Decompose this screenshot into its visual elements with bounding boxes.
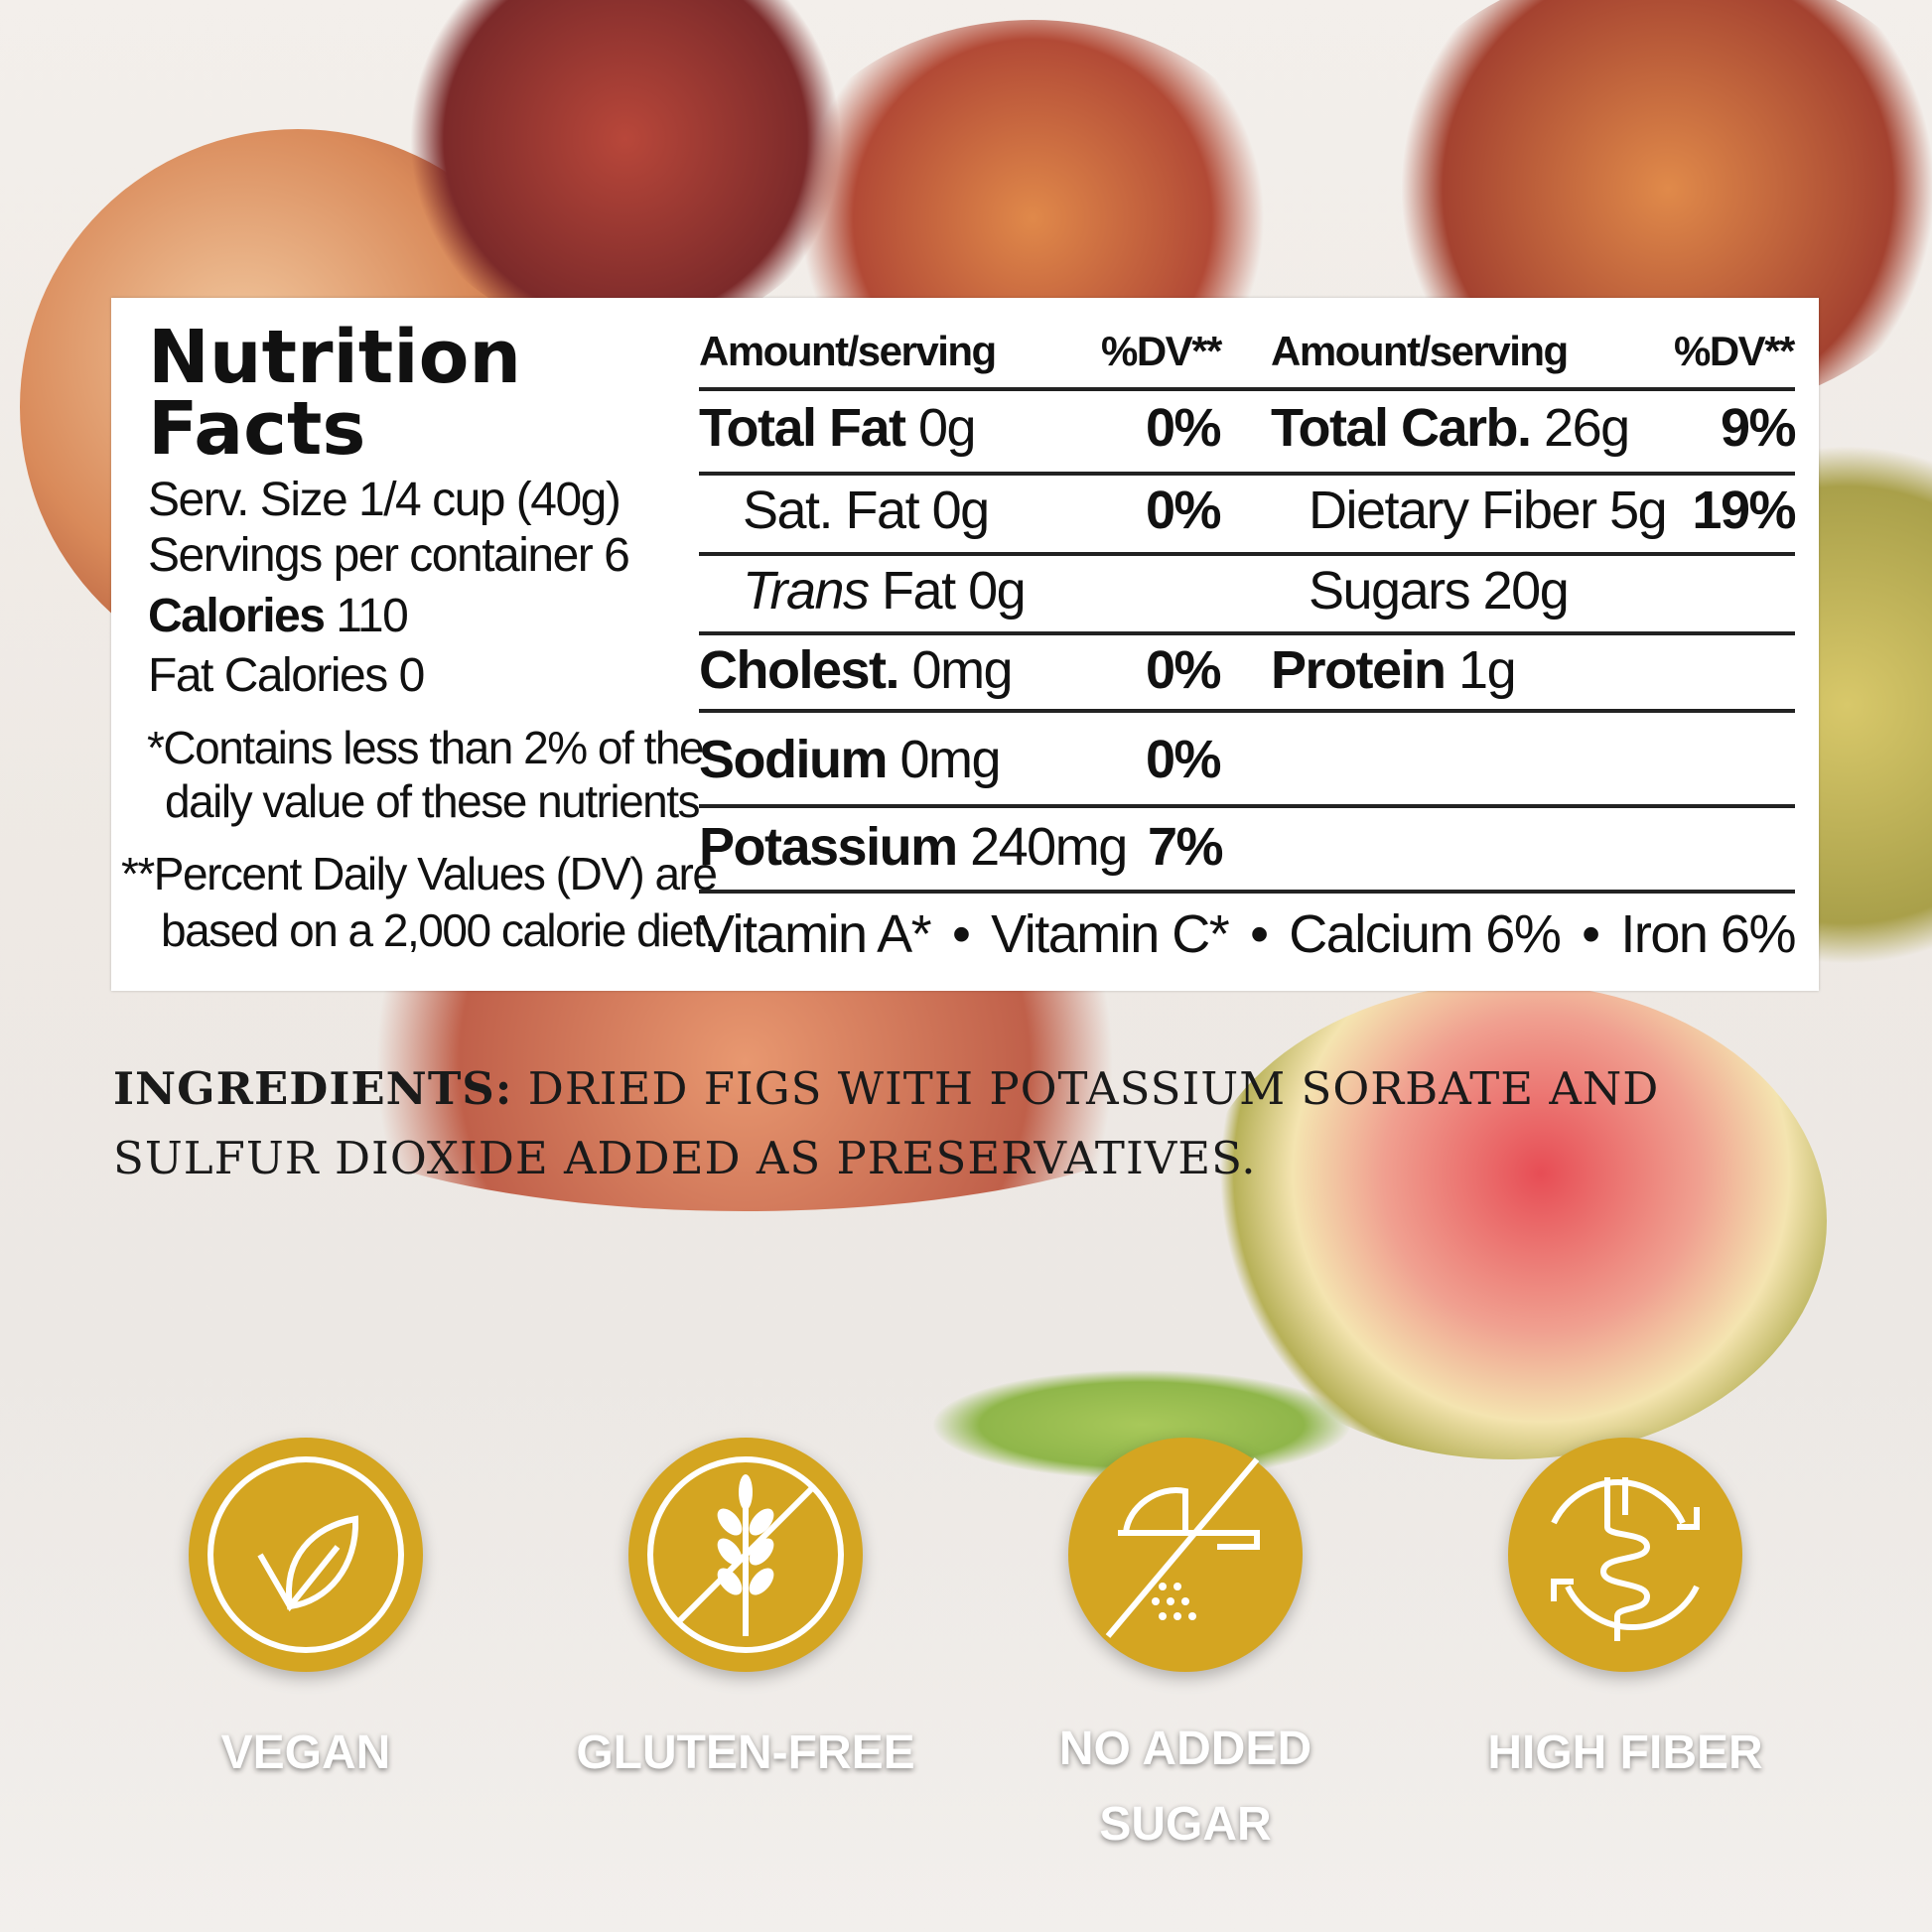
divider [699,472,1795,476]
dv-sodium: 0% [1146,730,1222,789]
footnote-2a: **Percent Daily Values (DV) are [121,848,718,899]
calories-label: Calories [148,590,326,642]
footnote-1b: daily value of these nutrients [165,775,701,827]
vitamin-a: Vitamin A* [699,904,932,964]
amount: 240mg [970,817,1128,877]
vegan-label: VEGAN [220,1726,391,1779]
amount: 0g [931,481,991,540]
label: Total Fat [699,398,906,458]
label: Trans [743,561,870,621]
divider [699,890,1795,894]
sugar-crossed-icon [1105,1457,1260,1638]
fig-half-image [1191,983,1827,1459]
ingredients: INGREDIENTS: DRIED FIGS WITH POTASSIUM S… [113,1054,1821,1193]
row-potassium: Potassium 240mg [699,816,1128,878]
fig-image [397,0,854,338]
dv-potassium: 7% [1148,817,1224,877]
header-dv-left: %DV** [1101,328,1222,374]
row-cholesterol: Cholest. 0mg [699,639,1014,701]
dv-total-carb: 9% [1720,398,1797,458]
amount: 0g [918,398,977,458]
row-protein: Protein 1g [1271,639,1517,701]
calcium: Calcium 6% [1289,904,1562,964]
intestine-icon [1551,1477,1700,1641]
divider [699,631,1795,635]
amount: 1g [1458,640,1517,700]
bullet: • [1582,904,1600,964]
label: Dietary Fiber [1309,481,1597,540]
label: Sugars [1309,561,1471,621]
no-added-sugar-label: NO ADDED SUGAR [1058,1723,1312,1851]
amount: 0mg [911,640,1014,700]
dv-dietary-fiber: 19% [1692,481,1796,540]
label: Cholest. [699,640,900,700]
no-added-sugar-badge [1068,1438,1303,1672]
high-fiber-badge [1508,1438,1742,1672]
row-sat-fat: Sat. Fat 0g [743,480,991,541]
header-amount-left: Amount/serving [699,328,997,374]
header-amount-right: Amount/serving [1271,328,1569,374]
header-dv-right: %DV** [1674,328,1795,374]
divider [699,552,1795,556]
row-total-carb: Total Carb. 26g [1271,397,1630,459]
label: Protein [1271,640,1447,700]
dv-total-fat: 0% [1146,398,1222,458]
amount: 20g [1482,561,1570,621]
iron: Iron 6% [1620,904,1796,964]
vegan-badge [189,1438,423,1672]
servings-per-container: Servings per container 6 [148,529,630,582]
vitamins-row: Vitamin A* • Vitamin C* • Calcium 6% • I… [699,903,1796,965]
row-sugars: Sugars 20g [1309,560,1570,621]
fat-calories: Fat Calories 0 [148,649,425,702]
dv-cholesterol: 0% [1146,640,1222,700]
label: Total Carb. [1271,398,1532,458]
bullet: • [951,904,971,964]
gluten-free-badge [628,1438,863,1672]
gluten-free-label: GLUTEN-FREE [576,1726,915,1779]
title-facts: Facts [148,386,366,472]
divider [699,709,1795,713]
footnote-2b: based on a 2,000 calorie diet. [161,904,717,956]
title-nutrition: Nutrition [148,315,522,400]
label: Sodium [699,730,889,789]
leaf-icon [207,1456,404,1653]
calories-value: 110 [336,590,409,642]
divider [699,804,1795,808]
label: Sat. Fat [743,481,920,540]
amount: 5g [1609,481,1668,540]
amount: 26g [1544,398,1630,458]
nutrition-facts-panel: Nutrition Facts Serv. Size 1/4 cup (40g)… [111,298,1819,991]
divider [699,387,1795,391]
serving-size: Serv. Size 1/4 cup (40g) [148,474,621,526]
wheat-crossed-icon [647,1456,844,1653]
row-trans-fat: Trans Fat 0g [743,560,1027,621]
footnote-1a: *Contains less than 2% of the [147,722,704,773]
row-sodium: Sodium 0mg [699,729,1002,790]
calories: Calories 110 [148,589,409,643]
amount: Fat 0g [882,561,1027,621]
bullet: • [1250,904,1269,964]
dv-sat-fat: 0% [1146,481,1222,540]
amount: 0mg [899,730,1002,789]
ingredients-text: DRIED FIGS WITH POTASSIUM SORBATE AND SU… [113,1062,1660,1184]
high-fiber-label: HIGH FIBER [1487,1726,1763,1779]
label: Potassium [699,817,958,877]
row-dietary-fiber: Dietary Fiber 5g [1309,480,1668,541]
ingredients-label: INGREDIENTS: [113,1062,513,1115]
row-total-fat: Total Fat 0g [699,397,977,459]
vitamin-c: Vitamin C* [991,904,1230,964]
